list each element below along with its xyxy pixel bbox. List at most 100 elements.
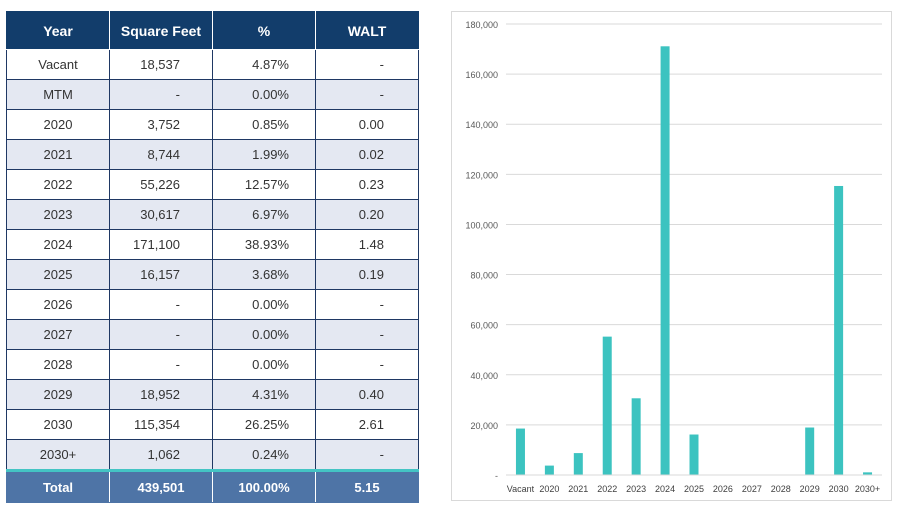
row-year: 2020 [6, 109, 110, 140]
x-tick-label: 2029 [800, 484, 820, 494]
row-square-feet: 16,157 [109, 259, 213, 290]
bar [602, 336, 612, 475]
total-walt: 5.15 [315, 469, 419, 503]
x-tick-label: 2020 [539, 484, 559, 494]
x-tick-label: Vacant [507, 484, 535, 494]
bar [805, 427, 815, 475]
row-square-feet: 1,062 [109, 439, 213, 471]
row-percent: 0.00% [212, 79, 316, 110]
y-tick-label: 20,000 [470, 421, 498, 431]
row-square-feet: 30,617 [109, 199, 213, 230]
header-year: Year [6, 11, 110, 50]
lease-expiration-table: Year Square Feet % WALT Vacant 18,537 4.87… [6, 11, 419, 503]
row-year: 2023 [6, 199, 110, 230]
table-row: 2022 55,226 12.57% 0.23 [6, 169, 419, 200]
x-tick-label: 2023 [626, 484, 646, 494]
row-percent: 26.25% [212, 409, 316, 440]
bar [660, 46, 670, 476]
row-square-feet: 115,354 [109, 409, 213, 440]
x-tick-label: 2021 [568, 484, 588, 494]
row-walt: - [315, 289, 419, 320]
x-tick-label: 2024 [655, 484, 675, 494]
x-tick-label: 2028 [771, 484, 791, 494]
bar [863, 472, 873, 475]
row-year: 2029 [6, 379, 110, 410]
row-year: 2027 [6, 319, 110, 350]
bar-chart: - 20,000 40,000 60,000 80,000 100,000 120,000 1… [465, 20, 882, 494]
row-square-feet: 55,226 [109, 169, 213, 200]
row-percent: 0.00% [212, 319, 316, 350]
row-year: 2021 [6, 139, 110, 170]
table-row: MTM -0.00% - [6, 79, 419, 110]
bar [573, 453, 583, 475]
bar [515, 428, 525, 475]
row-percent: 3.68% [212, 259, 316, 290]
row-walt: - [315, 49, 419, 80]
table-total-row: Total 439,501 100.00% 5.15 [6, 469, 419, 503]
row-walt: 0.20 [315, 199, 419, 230]
row-square-feet: 18,952 [109, 379, 213, 410]
x-tick-label: 2030+ [855, 484, 880, 494]
row-year: 2024 [6, 229, 110, 260]
total-percent: 100.00% [212, 469, 316, 503]
row-walt: 0.00 [315, 109, 419, 140]
table-row: 2030 115,354 26.25% 2.61 [6, 409, 419, 440]
table-row: 2028-0.00% - [6, 349, 419, 380]
row-year: 2030 [6, 409, 110, 440]
row-percent: 38.93% [212, 229, 316, 260]
y-tick-label: 120,000 [465, 170, 498, 180]
table-row: 2027-0.00% - [6, 319, 419, 350]
row-square-feet: 171,100 [109, 229, 213, 260]
table-row: 2030+ 1,062 0.24% - [6, 439, 419, 471]
row-percent: 4.31% [212, 379, 316, 410]
row-square-feet: - [109, 289, 213, 320]
y-tick-label: 180,000 [465, 20, 498, 30]
y-tick-label: 140,000 [465, 120, 498, 130]
row-percent: 0.00% [212, 349, 316, 380]
row-walt: 0.02 [315, 139, 419, 170]
y-tick-label: 60,000 [470, 321, 498, 331]
row-square-feet: - [109, 319, 213, 350]
row-walt: 2.61 [315, 409, 419, 440]
table-row: 2024 171,100 38.93% 1.48 [6, 229, 419, 260]
row-walt: 0.19 [315, 259, 419, 290]
table-row: 2023 30,617 6.97% 0.20 [6, 199, 419, 230]
row-walt: 1.48 [315, 229, 419, 260]
row-square-feet: 8,744 [109, 139, 213, 170]
row-percent: 1.99% [212, 139, 316, 170]
row-walt: - [315, 319, 419, 350]
row-percent: 0.85% [212, 109, 316, 140]
row-year: 2030+ [6, 439, 110, 471]
header-percent: % [212, 11, 316, 50]
x-tick-label: 2026 [713, 484, 733, 494]
y-tick-label: 100,000 [465, 220, 498, 230]
total-square-feet: 439,501 [109, 469, 213, 503]
x-tick-label: 2025 [684, 484, 704, 494]
chart-panel: - 20,000 40,000 60,000 80,000 100,000 120,000 1… [451, 11, 892, 501]
row-square-feet: 3,752 [109, 109, 213, 140]
header-walt: WALT [315, 11, 419, 50]
table-row: Vacant 18,537 4.87% - [6, 49, 419, 80]
row-year: 2026 [6, 289, 110, 320]
table-row: 2026-0.00% - [6, 289, 419, 320]
bar [631, 398, 641, 475]
row-walt: - [315, 79, 419, 110]
row-percent: 0.24% [212, 439, 316, 471]
row-year: MTM [6, 79, 110, 110]
y-tick-label: - [495, 471, 498, 481]
row-percent: 6.97% [212, 199, 316, 230]
table-body: Vacant 18,537 4.87% - MTM -0.00% -2020 3,752 0.8… [6, 49, 419, 471]
row-year: Vacant [6, 49, 110, 80]
row-walt: - [315, 439, 419, 471]
header-square-feet: Square Feet [109, 11, 213, 50]
y-tick-label: 160,000 [465, 70, 498, 80]
total-label: Total [6, 469, 110, 503]
row-square-feet: - [109, 79, 213, 110]
bar [689, 434, 699, 475]
row-percent: 4.87% [212, 49, 316, 80]
bar [834, 185, 844, 475]
x-tick-label: 2027 [742, 484, 762, 494]
row-square-feet: 18,537 [109, 49, 213, 80]
row-walt: 0.40 [315, 379, 419, 410]
bar [544, 465, 554, 475]
